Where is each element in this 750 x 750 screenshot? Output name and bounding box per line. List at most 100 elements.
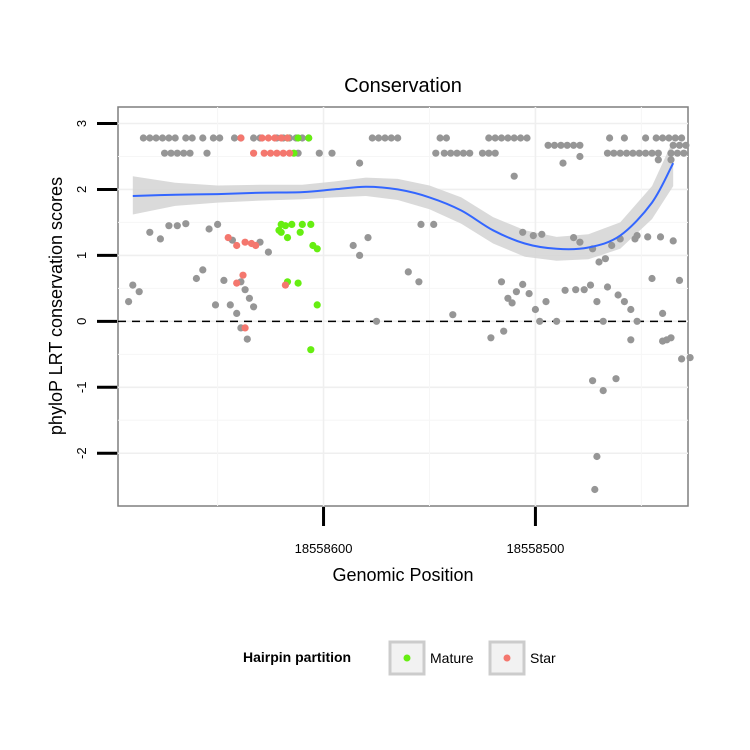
data-point-other <box>243 335 251 343</box>
data-point-other <box>203 149 211 157</box>
smooth-confidence-band <box>132 140 674 261</box>
x-axis-title: Genomic Position <box>332 565 473 585</box>
data-point-other <box>436 134 444 142</box>
data-point-other <box>485 149 493 157</box>
smooth-line <box>132 162 675 251</box>
data-point-star <box>241 324 249 332</box>
data-point-star <box>279 149 287 157</box>
data-point-other <box>686 354 694 362</box>
data-point-other <box>447 149 455 157</box>
data-point-other <box>557 141 565 149</box>
data-point-other <box>529 232 537 240</box>
legend-label-mature: Mature <box>430 650 474 666</box>
data-point-other <box>161 149 169 157</box>
data-point-other <box>561 286 569 294</box>
data-point-other <box>356 251 364 259</box>
data-point-other <box>241 286 249 294</box>
data-point-other <box>606 134 614 142</box>
data-point-mature <box>288 220 296 228</box>
data-point-other <box>372 317 381 325</box>
data-point-other <box>612 375 620 383</box>
data-point-other <box>214 220 222 228</box>
data-point-other <box>525 290 533 298</box>
data-point-other <box>485 134 493 142</box>
data-point-other <box>570 234 578 242</box>
data-point-other <box>671 134 679 142</box>
plot-panel <box>117 106 689 507</box>
data-point-other <box>415 278 423 286</box>
data-point-other <box>519 280 527 288</box>
data-point-other <box>652 134 660 142</box>
data-point-other <box>678 355 686 363</box>
data-point-other <box>487 334 495 342</box>
data-point-other <box>610 149 618 157</box>
axes: -2 -1 0 1 2 3 18558600 18558500 <box>74 120 564 556</box>
data-point-other <box>165 134 173 142</box>
data-point-other <box>245 294 253 302</box>
data-point-other <box>648 149 656 157</box>
data-point-other <box>442 134 450 142</box>
data-point-other <box>633 232 641 240</box>
data-point-mature <box>307 220 315 228</box>
data-point-other <box>173 149 181 157</box>
data-point-other <box>616 149 624 157</box>
data-point-star <box>286 149 294 157</box>
data-point-other <box>375 134 383 142</box>
data-point-star <box>237 134 245 142</box>
data-point-other <box>186 149 194 157</box>
data-point-other <box>158 134 167 142</box>
data-point-other <box>199 134 207 142</box>
data-point-other <box>417 220 425 228</box>
data-point-other <box>182 134 190 142</box>
data-point-other <box>315 149 323 157</box>
data-point-other <box>432 149 440 157</box>
data-point-mature <box>298 220 306 228</box>
data-point-other <box>523 134 531 142</box>
data-point-star <box>260 149 268 157</box>
data-point-other <box>209 134 217 142</box>
y-tick-label: 3 <box>74 120 89 127</box>
y-tick-label: 0 <box>74 318 89 325</box>
data-point-mature <box>283 234 292 242</box>
data-point-other <box>614 291 622 299</box>
y-tick-label: -1 <box>74 382 89 394</box>
data-point-star <box>283 134 292 142</box>
data-point-other <box>593 452 601 461</box>
data-point-other <box>152 134 160 142</box>
y-tick-label: 1 <box>74 252 89 259</box>
data-point-other <box>504 294 512 302</box>
data-point-other <box>620 298 629 306</box>
data-point-other <box>381 134 389 142</box>
data-point-star <box>258 134 266 142</box>
data-point-other <box>430 220 438 228</box>
data-point-star <box>277 134 285 142</box>
data-point-other <box>182 220 190 228</box>
data-point-other <box>603 149 612 157</box>
data-point-other <box>508 299 516 307</box>
data-point-other <box>553 317 561 325</box>
y-tick-label: 2 <box>74 186 89 193</box>
data-point-other <box>449 311 457 319</box>
data-point-other <box>205 225 213 233</box>
data-point-other <box>230 134 239 142</box>
data-point-other <box>659 134 667 142</box>
data-point-star <box>250 149 258 157</box>
data-point-other <box>576 152 584 161</box>
data-point-other <box>146 134 154 142</box>
legend-dot-mature <box>403 654 411 662</box>
data-point-other <box>669 237 677 245</box>
data-point-other <box>669 141 677 149</box>
data-point-other <box>589 377 597 385</box>
legend-label-star: Star <box>530 650 556 666</box>
confidence-band <box>132 140 674 261</box>
data-point-other <box>595 258 603 266</box>
data-point-other <box>654 149 662 157</box>
data-point-other <box>167 149 175 157</box>
data-point-other <box>642 149 650 157</box>
data-point-other <box>328 149 336 157</box>
data-point-other <box>586 281 595 289</box>
data-point-other <box>135 288 143 296</box>
data-point-other <box>656 233 665 241</box>
data-point-other <box>627 336 635 344</box>
